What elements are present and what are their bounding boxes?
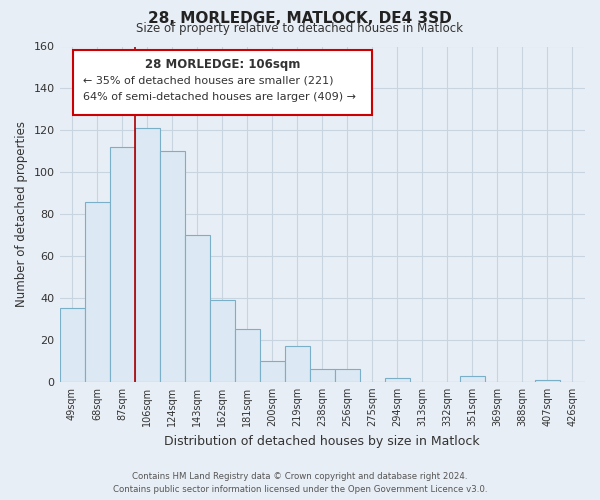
Bar [260,361,285,382]
Bar [134,128,160,382]
Bar [335,369,360,382]
Bar [460,376,485,382]
Bar [185,235,209,382]
Text: Size of property relative to detached houses in Matlock: Size of property relative to detached ho… [137,22,464,35]
Bar [385,378,410,382]
Y-axis label: Number of detached properties: Number of detached properties [15,121,28,307]
Bar [110,147,134,382]
X-axis label: Distribution of detached houses by size in Matlock: Distribution of detached houses by size … [164,434,480,448]
Text: 64% of semi-detached houses are larger (409) →: 64% of semi-detached houses are larger (… [83,92,356,102]
Bar [59,308,85,382]
Bar [85,202,110,382]
Text: Contains HM Land Registry data © Crown copyright and database right 2024.
Contai: Contains HM Land Registry data © Crown c… [113,472,487,494]
Bar [535,380,560,382]
Bar [209,300,235,382]
Bar [235,330,260,382]
Text: 28, MORLEDGE, MATLOCK, DE4 3SD: 28, MORLEDGE, MATLOCK, DE4 3SD [148,11,452,26]
Text: 28 MORLEDGE: 106sqm: 28 MORLEDGE: 106sqm [145,58,300,70]
Bar [160,152,185,382]
Bar [285,346,310,382]
FancyBboxPatch shape [73,50,372,115]
Text: ← 35% of detached houses are smaller (221): ← 35% of detached houses are smaller (22… [83,76,334,86]
Bar [310,369,335,382]
